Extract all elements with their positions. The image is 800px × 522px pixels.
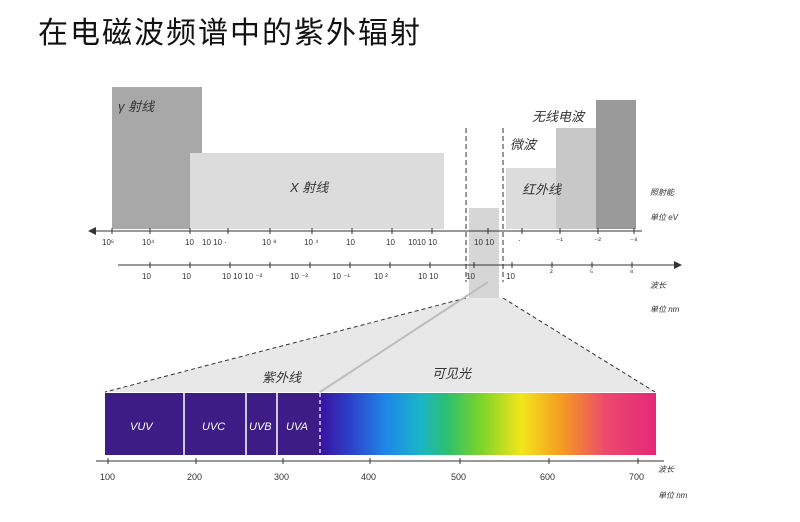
- page-title: 在电磁波频谱中的紫外辐射: [38, 16, 422, 51]
- uvb-band-label: UVB: [249, 421, 272, 433]
- svg-text:700: 700: [629, 472, 644, 482]
- x-ray-label: X 射线: [289, 180, 329, 195]
- svg-text:⁻⁸: ⁻⁸: [630, 236, 638, 245]
- svg-text:10: 10: [386, 238, 395, 247]
- uvc-band-label: UVC: [202, 421, 225, 433]
- svg-text:·: ·: [518, 236, 521, 245]
- svg-text:10: 10: [466, 272, 475, 281]
- uv-label: 紫外线: [262, 370, 302, 385]
- svg-text:10 10: 10 10: [474, 238, 495, 247]
- svg-text:²: ²: [550, 268, 553, 277]
- svg-text:600: 600: [540, 472, 555, 482]
- svg-text:400: 400: [361, 472, 376, 482]
- lower-tick-labels: 100 200 300 400 500 600 700: [100, 472, 644, 482]
- wavelength-axis-label: 波长: [650, 281, 667, 290]
- lower-axis-label: 波长: [658, 465, 675, 474]
- svg-text:10 ⁸: 10 ⁸: [262, 238, 277, 247]
- vuv-band-label: VUV: [130, 421, 154, 433]
- svg-text:⁻¹: ⁻¹: [556, 236, 563, 245]
- microwave-label: 微波: [510, 137, 538, 152]
- svg-text:10 ⁻²: 10 ⁻²: [290, 272, 308, 281]
- svg-text:500: 500: [451, 472, 466, 482]
- energy-axis-unit: 单位 eV: [650, 213, 679, 222]
- wavelength-axis-unit: 单位 nm: [650, 305, 680, 314]
- svg-text:10 ⁴: 10 ⁴: [304, 238, 319, 247]
- visible-window-band: [469, 208, 499, 298]
- svg-text:10: 10: [182, 272, 191, 281]
- svg-text:10 10 ·: 10 10 ·: [202, 238, 227, 247]
- energy-axis-label: 照射能: [650, 188, 675, 197]
- uva-band-label: UVA: [286, 421, 308, 433]
- visible-light-label: 可见光: [432, 366, 472, 381]
- svg-text:1010 10: 1010 10: [408, 238, 437, 247]
- svg-text:300: 300: [274, 472, 289, 482]
- energy-tick-labels: 10⁶ 10⁴ 10 10 10 · 10 ⁸ 10 ⁴ 10 10 1010 …: [102, 236, 638, 247]
- svg-text:10 ⁻¹: 10 ⁻¹: [332, 272, 350, 281]
- lower-axis-unit: 单位 nm: [658, 491, 688, 500]
- infrared-label: 红外线: [522, 182, 562, 197]
- svg-text:100: 100: [100, 472, 115, 482]
- gamma-ray-band: [112, 87, 202, 229]
- svg-text:10 10: 10 10: [418, 272, 439, 281]
- wavelength-tick-labels: 10 10 10 10 10 ⁻² 10 ⁻² 10 ⁻¹ 10 ² 10 10…: [142, 268, 633, 281]
- svg-text:⁵: ⁵: [590, 268, 593, 277]
- svg-text:10: 10: [142, 272, 151, 281]
- svg-text:10: 10: [346, 238, 355, 247]
- svg-text:10: 10: [506, 272, 515, 281]
- zoom-region: [105, 298, 655, 392]
- gamma-ray-label: γ 射线: [118, 99, 155, 114]
- x-ray-band: [190, 153, 444, 229]
- svg-text:10 10 10 ⁻²: 10 10 10 ⁻²: [222, 272, 263, 281]
- svg-text:⁸: ⁸: [630, 268, 633, 277]
- uv-strip: [105, 393, 320, 455]
- svg-text:10 ²: 10 ²: [374, 272, 388, 281]
- svg-text:10⁴: 10⁴: [142, 238, 155, 247]
- svg-text:10: 10: [185, 238, 194, 247]
- radio-wave-label: 无线电波: [532, 109, 586, 124]
- visible-strip: [319, 393, 656, 455]
- svg-text:200: 200: [187, 472, 202, 482]
- svg-text:⁻²: ⁻²: [594, 236, 601, 245]
- radio-wave-band: [596, 100, 636, 229]
- svg-text:10⁶: 10⁶: [102, 238, 114, 247]
